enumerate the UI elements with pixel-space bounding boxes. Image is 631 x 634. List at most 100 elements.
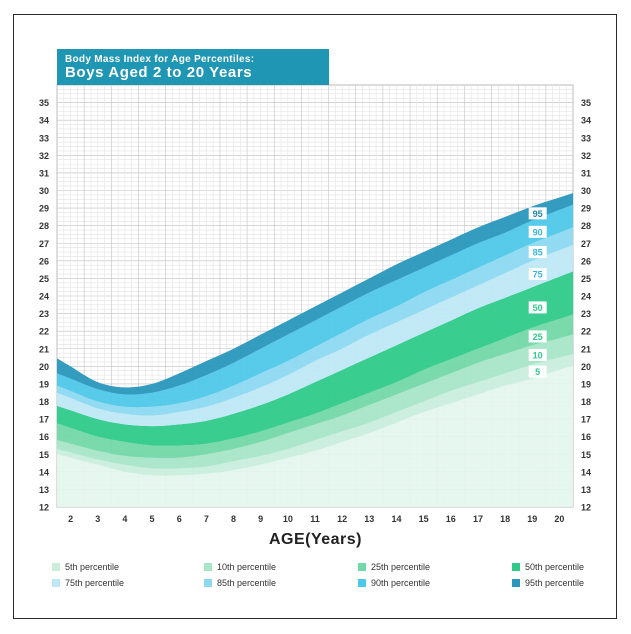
x-tick-label: 9 <box>258 514 263 524</box>
x-tick-label: 19 <box>527 514 537 524</box>
legend-label: 95th percentile <box>525 578 585 588</box>
x-tick-label: 17 <box>473 514 483 524</box>
y-tick-label-left: 22 <box>39 327 49 337</box>
y-tick-label-left: 30 <box>39 186 49 196</box>
x-tick-label: 20 <box>554 514 564 524</box>
y-tick-label-left: 34 <box>39 116 49 126</box>
legend-swatch <box>52 563 60 571</box>
legend-swatch <box>512 563 520 571</box>
percentile-label-bg <box>528 330 547 343</box>
legend-item: 25th percentile <box>358 560 430 574</box>
x-tick-label: 6 <box>177 514 182 524</box>
percentile-label: 75 <box>533 270 543 280</box>
x-tick-label: 11 <box>310 514 320 524</box>
y-tick-label-left: 23 <box>39 309 49 319</box>
percentile-label: 90 <box>533 227 543 237</box>
y-tick-label-left: 18 <box>39 397 49 407</box>
y-tick-label-right: 25 <box>581 274 591 284</box>
band-10th-percentile <box>57 334 573 469</box>
y-tick-label-left: 28 <box>39 221 49 231</box>
y-tick-label-right: 35 <box>581 98 591 108</box>
percentile-label: 95 <box>533 209 543 219</box>
x-tick-label: 8 <box>231 514 236 524</box>
y-tick-label-right: 17 <box>581 415 591 425</box>
y-tick-label-right: 23 <box>581 309 591 319</box>
x-tick-label: 2 <box>68 514 73 524</box>
y-tick-label-right: 27 <box>581 239 591 249</box>
y-tick-label-left: 14 <box>39 467 49 477</box>
y-tick-label-left: 27 <box>39 239 49 249</box>
y-tick-label-left: 32 <box>39 151 49 161</box>
y-tick-label-right: 19 <box>581 379 591 389</box>
percentile-label: 10 <box>533 350 543 360</box>
percentile-label-bg <box>528 207 547 220</box>
x-tick-label: 16 <box>446 514 456 524</box>
legend: 5th percentile 10th percentile 25th percen… <box>52 560 612 594</box>
chart-title-box: Body Mass Index for Age Percentiles: Boy… <box>57 49 329 85</box>
y-tick-label-right: 24 <box>581 292 591 302</box>
percentile-label-bg <box>528 301 547 314</box>
chart-title-line1: Body Mass Index for Age Percentiles: <box>65 54 255 65</box>
percentile-label: 85 <box>533 248 543 258</box>
y-tick-label-left: 21 <box>39 344 49 354</box>
legend-item: 95th percentile <box>512 576 584 590</box>
y-tick-label-right: 12 <box>581 503 591 513</box>
y-tick-label-left: 13 <box>39 485 49 495</box>
y-tick-label-left: 12 <box>39 503 49 513</box>
chart-title-line2: Boys Aged 2 to 20 Years <box>65 64 253 81</box>
y-tick-label-right: 22 <box>581 327 591 337</box>
percentile-label-bg <box>528 225 547 238</box>
x-tick-label: 13 <box>364 514 374 524</box>
y-tick-label-right: 15 <box>581 450 591 460</box>
y-tick-label-left: 25 <box>39 274 49 284</box>
band-95th-percentile <box>57 193 573 395</box>
band-50th-percentile <box>57 271 573 446</box>
x-tick-label: 15 <box>419 514 429 524</box>
band-below-5th <box>57 365 573 507</box>
legend-label: 50th percentile <box>525 562 585 572</box>
y-tick-label-right: 29 <box>581 204 591 214</box>
legend-label: 10th percentile <box>217 562 277 572</box>
y-tick-label-left: 33 <box>39 133 49 143</box>
y-tick-label-right: 18 <box>581 397 591 407</box>
percentile-label: 5 <box>535 367 540 377</box>
legend-swatch <box>204 563 212 571</box>
y-tick-label-right: 34 <box>581 116 591 126</box>
y-tick-label-left: 29 <box>39 204 49 214</box>
legend-item: 85th percentile <box>204 576 276 590</box>
x-tick-label: 5 <box>150 514 155 524</box>
legend-swatch <box>358 563 366 571</box>
band-5th-percentile <box>57 354 573 476</box>
percentile-label-bg <box>528 246 547 259</box>
legend-swatch <box>358 579 366 587</box>
percentile-label: 25 <box>533 332 543 342</box>
y-tick-label-left: 16 <box>39 432 49 442</box>
legend-swatch <box>52 579 60 587</box>
percentile-label-bg <box>528 365 547 378</box>
y-tick-label-right: 21 <box>581 344 591 354</box>
y-tick-label-right: 28 <box>581 221 591 231</box>
y-tick-label-left: 35 <box>39 98 49 108</box>
x-tick-label: 18 <box>500 514 510 524</box>
x-tick-label: 12 <box>337 514 347 524</box>
y-tick-label-left: 20 <box>39 362 49 372</box>
x-tick-label: 3 <box>95 514 100 524</box>
y-tick-label-left: 31 <box>39 168 49 178</box>
y-tick-label-right: 20 <box>581 362 591 372</box>
band-25th-percentile <box>57 314 573 459</box>
legend-item: 10th percentile <box>204 560 276 574</box>
y-tick-label-right: 32 <box>581 151 591 161</box>
legend-item: 50th percentile <box>512 560 584 574</box>
y-tick-label-right: 14 <box>581 467 591 477</box>
legend-label: 85th percentile <box>217 578 277 588</box>
legend-label: 5th percentile <box>65 562 120 572</box>
y-tick-label-left: 19 <box>39 379 49 389</box>
legend-swatch <box>204 579 212 587</box>
legend-item: 90th percentile <box>358 576 430 590</box>
legend-item: 5th percentile <box>52 560 119 574</box>
y-tick-label-right: 30 <box>581 186 591 196</box>
legend-item: 75th percentile <box>52 576 124 590</box>
y-tick-label-right: 16 <box>581 432 591 442</box>
x-tick-label: 4 <box>122 514 127 524</box>
